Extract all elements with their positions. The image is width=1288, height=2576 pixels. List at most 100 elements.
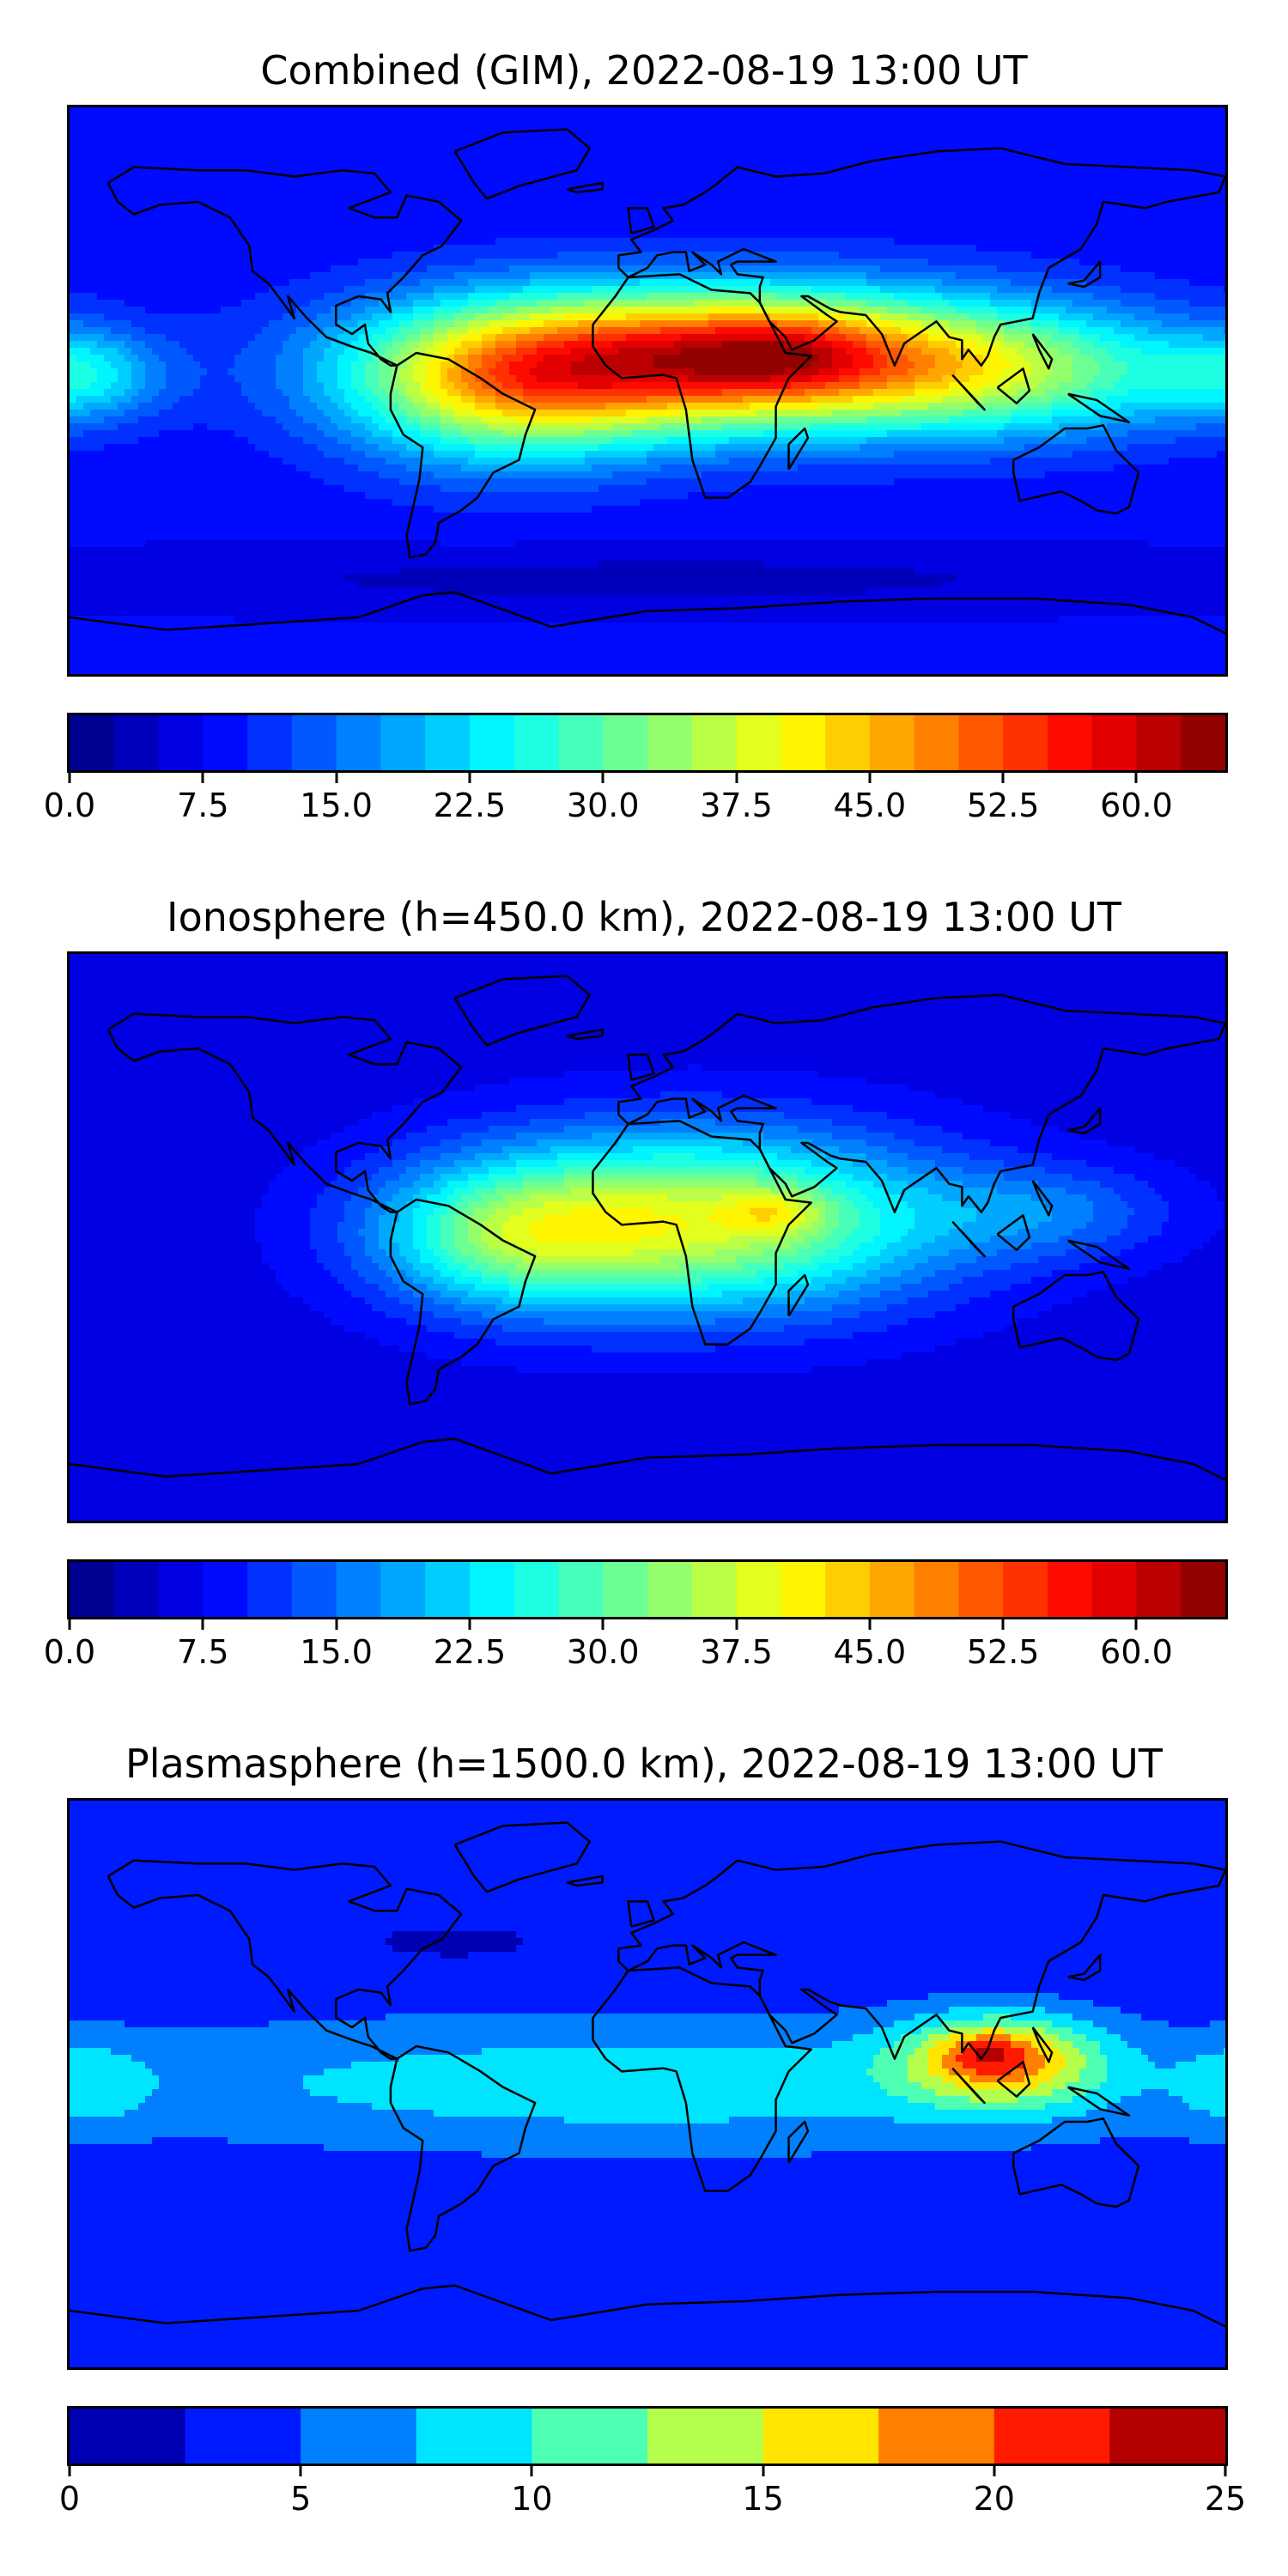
- tec-cell: [647, 252, 654, 259]
- tec-cell: [626, 162, 634, 170]
- tec-cell: [200, 107, 208, 115]
- tec-cell: [420, 114, 428, 122]
- tec-cell: [612, 252, 620, 259]
- tec-cell: [660, 279, 668, 287]
- tec-cell: [585, 142, 592, 149]
- tec-cell: [660, 265, 668, 273]
- tec-cell: [248, 231, 256, 239]
- tec-cell: [997, 142, 1005, 149]
- tec-cell: [386, 238, 393, 246]
- tec-cell: [413, 190, 421, 197]
- tec-cell: [990, 293, 998, 301]
- tec-cell: [798, 176, 805, 184]
- tec-cell: [571, 286, 579, 294]
- tec-cell: [990, 238, 998, 246]
- tec-cell: [1148, 142, 1156, 149]
- tec-cell: [592, 272, 599, 280]
- tec-cell: [983, 286, 991, 294]
- tec-cell: [743, 224, 750, 232]
- tec-cell: [1114, 245, 1121, 252]
- tec-cell: [392, 197, 400, 204]
- tec-cell: [969, 190, 977, 197]
- tec-cell: [145, 190, 153, 197]
- tec-cell: [873, 238, 881, 246]
- tec-cell: [578, 142, 586, 149]
- tec-cell: [152, 300, 160, 307]
- tec-cell: [1196, 210, 1204, 218]
- tec-cell: [702, 183, 709, 191]
- tec-cell: [179, 300, 187, 307]
- tec-cell: [303, 210, 311, 218]
- tec-cell: [942, 135, 950, 143]
- tec-cell: [839, 183, 847, 191]
- tec-cell: [791, 300, 799, 307]
- tec-cell: [379, 114, 386, 122]
- tec-cell: [386, 107, 393, 115]
- tec-cell: [255, 142, 263, 149]
- tec-cell: [887, 224, 895, 232]
- tec-cell: [317, 135, 325, 143]
- tec-cell: [935, 162, 943, 170]
- tec-cell: [461, 286, 469, 294]
- tec-cell: [351, 183, 359, 191]
- tec-cell: [413, 245, 421, 252]
- tec-cell: [372, 135, 380, 143]
- tec-cell: [612, 217, 620, 225]
- tec-cell: [647, 279, 654, 287]
- tec-cell: [1176, 135, 1183, 143]
- tec-cell: [1114, 252, 1121, 259]
- tec-cell: [1196, 245, 1204, 252]
- tec-cell: [1045, 217, 1053, 225]
- tec-cell: [1121, 265, 1128, 273]
- tec-cell: [1114, 258, 1121, 266]
- tec-cell: [537, 142, 544, 149]
- tec-cell: [894, 258, 902, 266]
- tec-cell: [365, 217, 373, 225]
- tec-cell: [1121, 114, 1128, 122]
- tec-cell: [1059, 279, 1066, 287]
- tec-cell: [344, 183, 352, 191]
- tec-cell: [509, 169, 517, 177]
- tec-cell: [1093, 197, 1101, 204]
- tec-cell: [1059, 142, 1066, 149]
- tec-cell: [303, 272, 311, 280]
- tec-cell: [310, 149, 318, 156]
- tec-cell: [880, 272, 888, 280]
- tec-cell: [853, 149, 860, 156]
- tec-cell: [248, 142, 256, 149]
- tec-cell: [1107, 272, 1115, 280]
- tec-cell: [337, 258, 345, 266]
- tec-cell: [461, 224, 469, 232]
- tec-cell: [770, 286, 778, 294]
- tec-cell: [585, 300, 592, 307]
- tec-cell: [832, 176, 840, 184]
- tec-cell: [90, 204, 98, 211]
- tec-cell: [427, 265, 434, 273]
- tec-cell: [791, 121, 799, 129]
- tec-cell: [990, 169, 998, 177]
- tec-cell: [159, 114, 167, 122]
- tec-cell: [1093, 128, 1101, 136]
- tec-cell: [138, 224, 146, 232]
- tec-cell: [337, 197, 345, 204]
- tec-cell: [255, 162, 263, 170]
- tec-cell: [585, 135, 592, 143]
- tec-cell: [234, 149, 242, 156]
- tec-cell: [269, 162, 276, 170]
- tec-cell: [695, 204, 702, 211]
- tec-cell: [633, 142, 641, 149]
- tec-cell: [241, 286, 249, 294]
- tec-cell: [317, 293, 325, 301]
- tec-cell: [399, 231, 407, 239]
- tec-cell: [1162, 155, 1170, 163]
- tec-cell: [234, 245, 242, 252]
- tec-cell: [1162, 258, 1170, 266]
- tec-cell: [736, 114, 744, 122]
- tec-cell: [976, 197, 984, 204]
- tec-cell: [928, 217, 936, 225]
- tec-cell: [612, 190, 620, 197]
- tec-cell: [331, 245, 338, 252]
- tec-cell: [440, 107, 448, 115]
- tec-cell: [166, 217, 173, 225]
- tec-cell: [928, 190, 936, 197]
